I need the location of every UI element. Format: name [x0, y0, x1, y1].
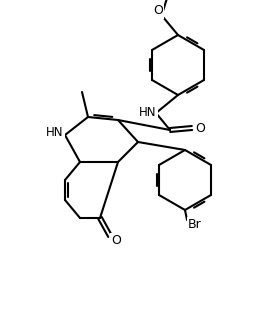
Text: O: O	[111, 234, 121, 247]
Text: Br: Br	[188, 219, 202, 232]
Text: O: O	[195, 122, 205, 135]
Text: HN: HN	[139, 107, 157, 119]
Text: HN: HN	[46, 126, 64, 139]
Text: O: O	[153, 5, 163, 17]
